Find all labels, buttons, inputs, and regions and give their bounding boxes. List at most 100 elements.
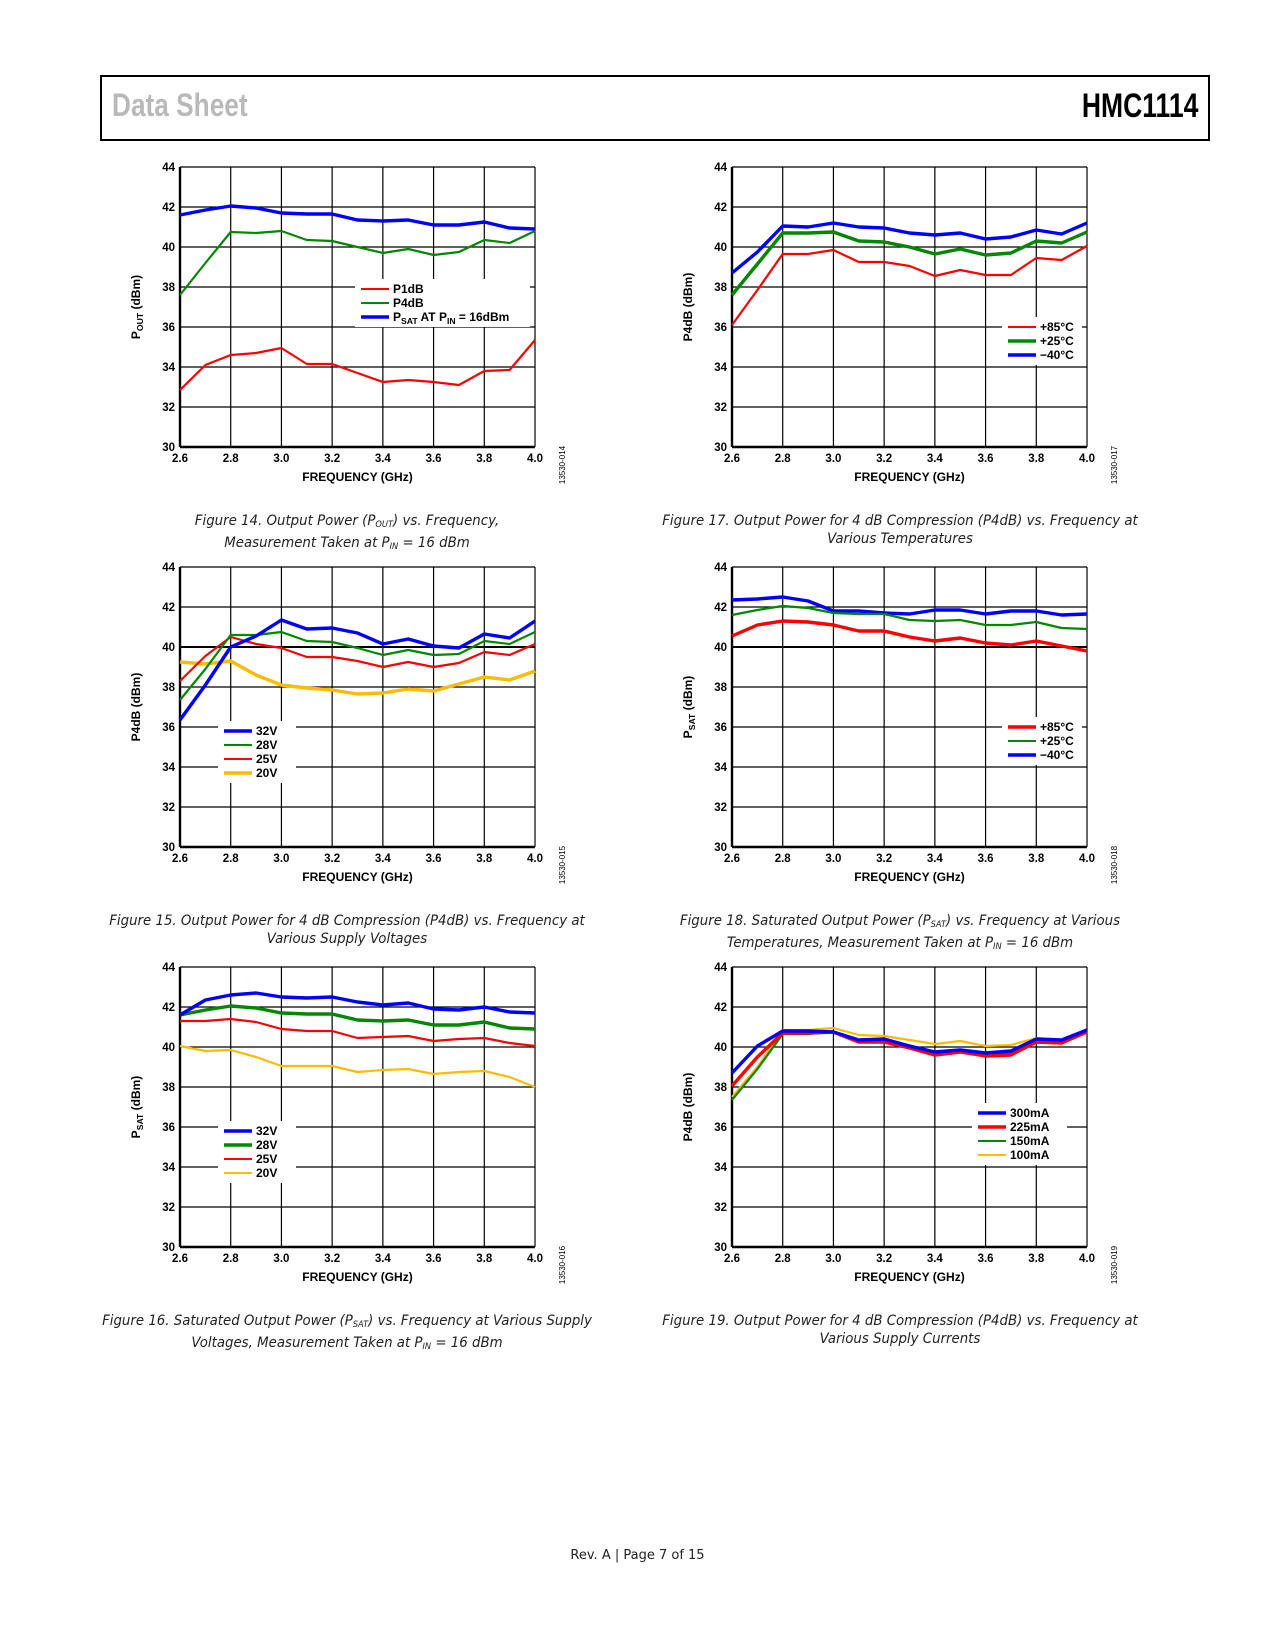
y-tick-label: 34 (714, 1162, 727, 1174)
y-tick-label: 44 (714, 162, 727, 174)
series-line-28v (179, 1004, 536, 1031)
x-tick-label: 3.8 (1028, 453, 1045, 465)
figure-19: 2.6 2.8 3.0 3.2 3.4 3.6 3.8 4.0 30 32 34 36 38 40 42 44… (672, 955, 1192, 1300)
series-line-20v (179, 1044, 536, 1089)
x-tick-label: 4.0 (527, 453, 543, 465)
caption-line: Voltages, Measurement Taken at PIN = 16 … (191, 1335, 503, 1352)
y-axis-label: P4dB (dBm) (681, 1073, 695, 1142)
figure-id: 13530-019 (1110, 1245, 1119, 1284)
x-tick-label: 2.6 (724, 853, 740, 865)
x-tick-label: 3.4 (927, 853, 944, 865)
page-header: Data Sheet HMC1114 (100, 75, 1210, 141)
grid (731, 566, 1088, 848)
x-tick-label: 3.6 (426, 853, 442, 865)
series-line-40-c (730, 221, 1088, 275)
x-tick-label: 3.6 (978, 453, 994, 465)
series-line-28v (179, 630, 536, 701)
y-tick-label: 30 (714, 442, 727, 454)
header-doc-type: Data Sheet (112, 87, 248, 123)
y-axis-label: PSAT (dBm) (129, 1076, 145, 1139)
y-tick-label: 40 (162, 1042, 175, 1054)
y-tick-label: 40 (162, 642, 175, 654)
series-line-85-c (731, 245, 1088, 326)
x-axis-label: FREQUENCY (GHz) (302, 1270, 412, 1284)
y-tick-label: 44 (714, 562, 727, 574)
x-tick-label: 3.2 (324, 853, 340, 865)
y-axis-label: PSAT (dBm) (681, 676, 697, 739)
y-tick-label: 44 (162, 962, 175, 974)
x-tick-label: 3.8 (476, 1253, 493, 1265)
x-tick-label: 2.8 (223, 853, 240, 865)
x-tick-label: 4.0 (527, 853, 543, 865)
legend-label: −40°C (1040, 748, 1074, 762)
x-tick-label: 2.8 (223, 453, 240, 465)
figure-18-caption: Figure 18. Saturated Output Power (PSAT)… (652, 912, 1149, 956)
figure-15: 2.6 2.8 3.0 3.2 3.4 3.6 3.8 4.0 30 32 34 36 38 40 42 44… (120, 555, 640, 900)
series-line-300ma (730, 1028, 1088, 1075)
caption-line: Various Temperatures (827, 531, 973, 547)
y-tick-label: 36 (162, 722, 175, 734)
caption-line: Figure 15. Output Power for 4 dB Compres… (109, 913, 585, 929)
y-tick-label: 44 (162, 562, 175, 574)
legend: +85°C+25°C−40°C (1002, 317, 1082, 365)
series-line-25v (179, 635, 536, 682)
series-line-32v (178, 618, 536, 721)
y-tick-label: 34 (162, 362, 175, 374)
y-tick-label: 36 (714, 322, 727, 334)
y-tick-label: 40 (714, 642, 727, 654)
y-tick-label: 42 (714, 202, 727, 214)
fig18-chart: 2.6 2.8 3.0 3.2 3.4 3.6 3.8 4.0 30 32 34 36 38 40 42 44… (681, 562, 1119, 884)
legend-label: 25V (256, 752, 277, 766)
legend-label: 100mA (1010, 1148, 1050, 1162)
x-tick-label: 3.8 (476, 453, 493, 465)
series-line-40-c (731, 595, 1088, 617)
series-line-p-sat-at-p-in-16dbm (179, 204, 536, 231)
x-tick-label: 4.0 (1079, 853, 1095, 865)
fig16-chart: 2.6 2.8 3.0 3.2 3.4 3.6 3.8 4.0 30 32 34 36 38 40 42 44… (129, 962, 567, 1284)
y-tick-label: 30 (162, 1242, 175, 1254)
y-axis-label: P4dB (dBm) (681, 273, 695, 342)
y-tick-label: 34 (162, 762, 175, 774)
series-line-20v (179, 659, 536, 696)
caption-line: Temperatures, Measurement Taken at PIN =… (726, 935, 1074, 952)
x-tick-label: 3.2 (876, 853, 892, 865)
y-tick-label: 42 (714, 602, 727, 614)
y-tick-label: 32 (162, 1202, 175, 1214)
x-tick-label: 3.6 (978, 853, 994, 865)
fig17-chart: 2.6 2.8 3.0 3.2 3.4 3.6 3.8 4.0 30 32 34 36 38 40 42 44… (681, 162, 1119, 484)
y-tick-label: 44 (162, 162, 175, 174)
x-tick-label: 2.8 (775, 453, 792, 465)
series-line-p4db (179, 229, 536, 296)
figure-id: 13530-018 (1110, 845, 1119, 884)
y-tick-label: 38 (162, 682, 175, 694)
x-tick-label: 3.8 (1028, 1253, 1045, 1265)
legend-label: 25V (256, 1152, 277, 1166)
caption-line: Figure 16. Saturated Output Power (PSAT)… (102, 1313, 592, 1330)
x-tick-label: 2.6 (172, 1253, 188, 1265)
y-tick-label: 44 (714, 962, 727, 974)
x-tick-label: 3.0 (825, 853, 841, 865)
x-tick-label: 3.0 (273, 853, 289, 865)
caption-line: Various Supply Voltages (266, 931, 428, 947)
x-tick-label: 4.0 (1079, 1253, 1095, 1265)
y-tick-label: 38 (714, 1082, 727, 1094)
x-axis-label: FREQUENCY (GHz) (854, 1270, 964, 1284)
page-footer: Rev. A | Page 7 of 15 (570, 1548, 705, 1563)
y-tick-label: 34 (714, 362, 727, 374)
caption-line: Figure 14. Output Power (POUT) vs. Frequ… (194, 513, 500, 530)
y-tick-label: 36 (162, 1122, 175, 1134)
grid (179, 566, 536, 848)
y-tick-label: 30 (162, 842, 175, 854)
y-tick-label: 42 (162, 602, 175, 614)
fig15-chart: 2.6 2.8 3.0 3.2 3.4 3.6 3.8 4.0 30 32 34 36 38 40 42 44… (129, 562, 567, 884)
x-tick-label: 3.2 (876, 453, 892, 465)
x-tick-label: 3.4 (375, 1253, 392, 1265)
y-tick-label: 36 (714, 722, 727, 734)
y-tick-label: 38 (162, 282, 175, 294)
figure-14-caption: Figure 14. Output Power (POUT) vs. Frequ… (99, 512, 596, 556)
caption-line: Measurement Taken at PIN = 16 dBm (224, 535, 470, 552)
y-tick-label: 32 (162, 402, 175, 414)
y-tick-label: 42 (714, 1002, 727, 1014)
x-tick-label: 2.6 (172, 853, 188, 865)
